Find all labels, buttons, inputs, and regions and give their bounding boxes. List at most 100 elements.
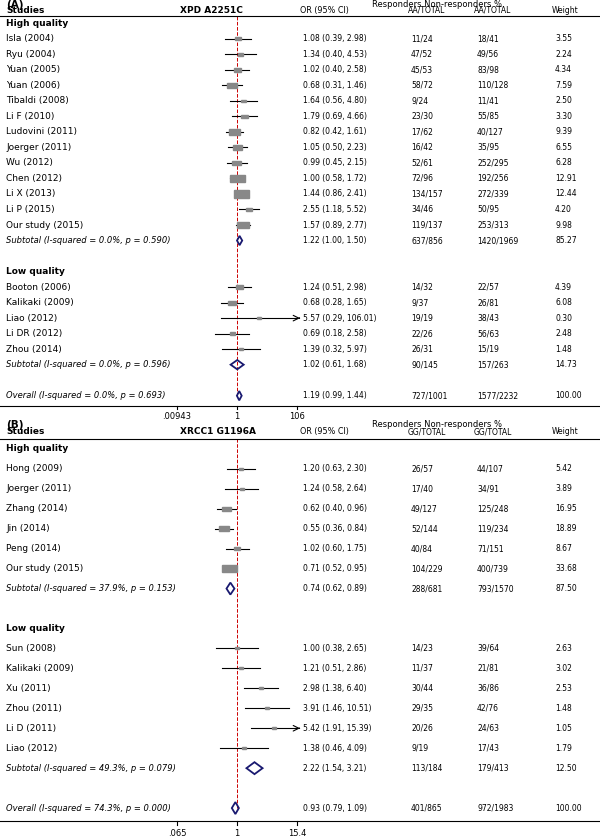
Text: 252/295: 252/295 xyxy=(477,158,509,168)
Bar xyxy=(228,301,236,305)
Text: 22/26: 22/26 xyxy=(411,329,433,339)
Text: 3.89: 3.89 xyxy=(555,484,572,494)
Text: 16/42: 16/42 xyxy=(411,143,433,152)
Text: .065: .065 xyxy=(168,829,186,838)
Text: Ludovini (2011): Ludovini (2011) xyxy=(6,127,77,137)
Text: 2.50: 2.50 xyxy=(555,96,572,106)
Text: 30/44: 30/44 xyxy=(411,684,433,693)
Text: 11/41: 11/41 xyxy=(477,96,499,106)
Text: Joerger (2011): Joerger (2011) xyxy=(6,484,71,494)
Text: Overall (I-squared = 74.3%, p = 0.000): Overall (I-squared = 74.3%, p = 0.000) xyxy=(6,804,171,813)
Text: 104/229: 104/229 xyxy=(411,564,443,573)
Text: GG/TOTAL: GG/TOTAL xyxy=(408,427,446,437)
Text: 113/184: 113/184 xyxy=(411,763,442,773)
Text: 36/86: 36/86 xyxy=(477,684,499,693)
Bar xyxy=(265,707,269,709)
Text: 1.57 (0.89, 2.77): 1.57 (0.89, 2.77) xyxy=(303,220,367,230)
Text: AA/TOTAL: AA/TOTAL xyxy=(408,6,445,14)
Text: Yuan (2005): Yuan (2005) xyxy=(6,65,60,75)
Bar xyxy=(242,747,246,749)
Text: Subtotal (I-squared = 37.9%, p = 0.153): Subtotal (I-squared = 37.9%, p = 0.153) xyxy=(6,584,176,593)
Text: 85.27: 85.27 xyxy=(555,236,577,245)
Text: 40/84: 40/84 xyxy=(411,544,433,553)
Bar xyxy=(236,222,249,228)
Text: 14.73: 14.73 xyxy=(555,360,577,370)
Text: 9/19: 9/19 xyxy=(411,743,428,753)
Text: 34/46: 34/46 xyxy=(411,205,433,214)
Text: .: . xyxy=(6,606,8,612)
Bar xyxy=(219,526,229,531)
Text: 1.79: 1.79 xyxy=(555,743,572,753)
Text: 14/23: 14/23 xyxy=(411,644,433,653)
Text: 253/313: 253/313 xyxy=(477,220,509,230)
Text: 0.30: 0.30 xyxy=(555,313,572,323)
Text: Xu (2011): Xu (2011) xyxy=(6,684,50,693)
Text: 1.34 (0.40, 4.53): 1.34 (0.40, 4.53) xyxy=(303,49,367,59)
Text: 1.39 (0.32, 5.97): 1.39 (0.32, 5.97) xyxy=(303,344,367,354)
Text: 1.20 (0.63, 2.30): 1.20 (0.63, 2.30) xyxy=(303,464,367,473)
Text: 17/40: 17/40 xyxy=(411,484,433,494)
Text: Overall (I-squared = 0.0%, p = 0.693): Overall (I-squared = 0.0%, p = 0.693) xyxy=(6,391,166,401)
Bar xyxy=(222,565,237,572)
Text: 90/145: 90/145 xyxy=(411,360,438,370)
Bar xyxy=(259,687,263,690)
Text: High quality: High quality xyxy=(6,444,68,453)
Text: 1.05 (0.50, 2.23): 1.05 (0.50, 2.23) xyxy=(303,143,367,152)
Bar xyxy=(235,37,241,40)
Text: 7.59: 7.59 xyxy=(555,80,572,90)
Text: 0.82 (0.42, 1.61): 0.82 (0.42, 1.61) xyxy=(303,127,367,137)
Text: 6.28: 6.28 xyxy=(555,158,572,168)
Text: Jin (2014): Jin (2014) xyxy=(6,525,50,533)
Text: 2.48: 2.48 xyxy=(555,329,572,339)
Text: 4.20: 4.20 xyxy=(555,205,572,214)
Text: 119/137: 119/137 xyxy=(411,220,443,230)
Text: 1.05: 1.05 xyxy=(555,724,572,732)
Text: 87.50: 87.50 xyxy=(555,584,577,593)
Text: 4.39: 4.39 xyxy=(555,282,572,292)
Text: 0.99 (0.45, 2.15): 0.99 (0.45, 2.15) xyxy=(303,158,367,168)
Text: 2.98 (1.38, 6.40): 2.98 (1.38, 6.40) xyxy=(303,684,367,693)
Text: 1.24 (0.51, 2.98): 1.24 (0.51, 2.98) xyxy=(303,282,367,292)
Text: 1.02 (0.61, 1.68): 1.02 (0.61, 1.68) xyxy=(303,360,367,370)
Text: Studies: Studies xyxy=(6,427,44,437)
Text: 0.71 (0.52, 0.95): 0.71 (0.52, 0.95) xyxy=(303,564,367,573)
Text: 17/62: 17/62 xyxy=(411,127,433,137)
Bar xyxy=(232,161,241,165)
Bar xyxy=(238,53,244,55)
Text: Chen (2012): Chen (2012) xyxy=(6,174,62,183)
Text: 637/856: 637/856 xyxy=(411,236,443,245)
Text: .: . xyxy=(6,785,8,791)
Text: 1.44 (0.86, 2.41): 1.44 (0.86, 2.41) xyxy=(303,189,367,199)
Text: 18/41: 18/41 xyxy=(477,34,499,44)
Text: 400/739: 400/739 xyxy=(477,564,509,573)
Text: Peng (2014): Peng (2014) xyxy=(6,544,61,553)
Text: 35/95: 35/95 xyxy=(477,143,499,152)
Text: Hong (2009): Hong (2009) xyxy=(6,464,62,473)
Text: 9/24: 9/24 xyxy=(411,96,428,106)
Text: 1.00 (0.38, 2.65): 1.00 (0.38, 2.65) xyxy=(303,644,367,653)
Text: 0.68 (0.28, 1.65): 0.68 (0.28, 1.65) xyxy=(303,298,367,307)
Text: 5.42: 5.42 xyxy=(555,464,572,473)
Text: (B): (B) xyxy=(6,421,23,431)
Text: Li DR (2012): Li DR (2012) xyxy=(6,329,62,339)
Text: 45/53: 45/53 xyxy=(411,65,433,75)
Text: 192/256: 192/256 xyxy=(477,174,509,183)
Text: OR (95% CI): OR (95% CI) xyxy=(300,427,349,437)
Bar xyxy=(230,333,235,335)
Text: 106: 106 xyxy=(289,412,305,421)
Text: 1.24 (0.58, 2.64): 1.24 (0.58, 2.64) xyxy=(303,484,367,494)
Text: 22/57: 22/57 xyxy=(477,282,499,292)
Text: XRCC1 G1196A: XRCC1 G1196A xyxy=(180,427,256,437)
Text: 20/26: 20/26 xyxy=(411,724,433,732)
Text: Responders Non-responders %: Responders Non-responders % xyxy=(372,0,502,9)
Text: Subtotal (I-squared = 0.0%, p = 0.590): Subtotal (I-squared = 0.0%, p = 0.590) xyxy=(6,236,170,245)
Bar xyxy=(233,145,242,150)
Text: 1.19 (0.99, 1.44): 1.19 (0.99, 1.44) xyxy=(303,391,367,401)
Bar xyxy=(229,129,241,135)
Text: 6.08: 6.08 xyxy=(555,298,572,307)
Text: 12.44: 12.44 xyxy=(555,189,577,199)
Text: 9/37: 9/37 xyxy=(411,298,428,307)
Text: Subtotal (I-squared = 49.3%, p = 0.079): Subtotal (I-squared = 49.3%, p = 0.079) xyxy=(6,763,176,773)
Text: Low quality: Low quality xyxy=(6,624,65,633)
Text: Tibaldi (2008): Tibaldi (2008) xyxy=(6,96,69,106)
